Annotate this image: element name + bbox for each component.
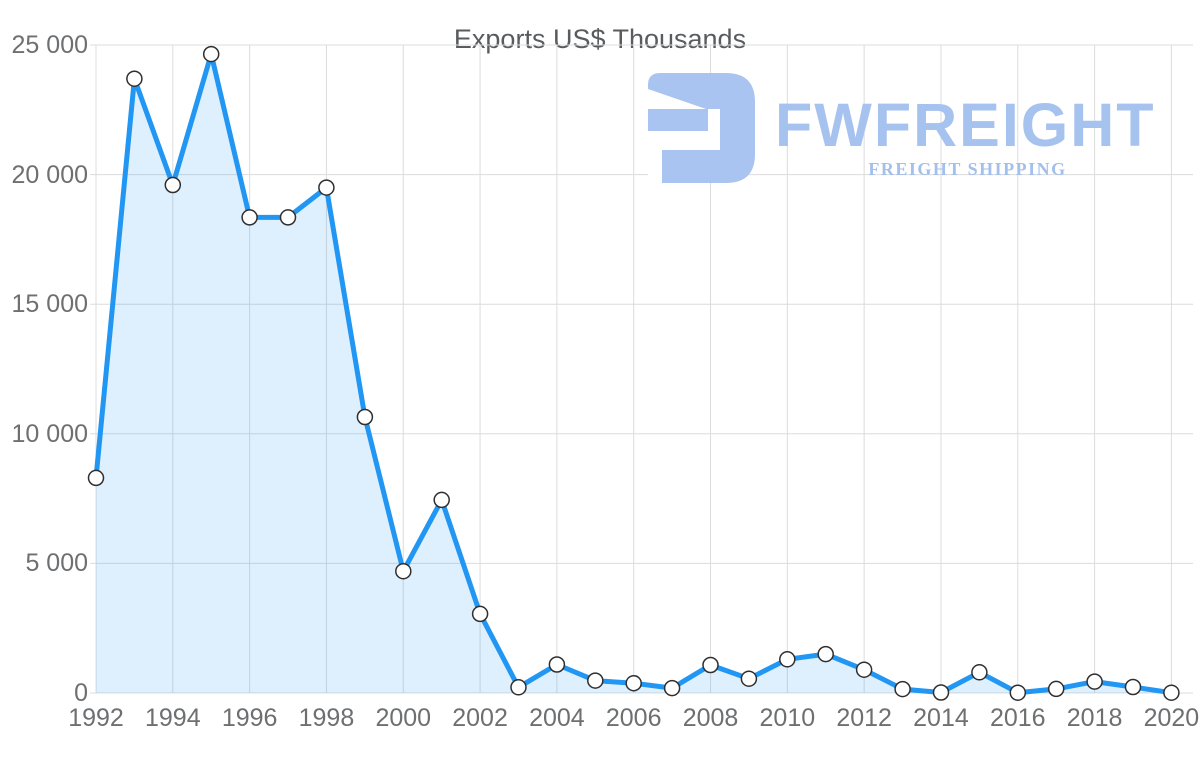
x-tick-label: 2002	[452, 704, 508, 732]
x-tick-label: 1992	[68, 704, 124, 732]
x-tick-label: 2006	[605, 704, 662, 732]
y-tick-label: 5 000	[25, 549, 88, 578]
data-point-marker	[87, 469, 105, 487]
data-point-marker	[279, 209, 297, 226]
data-point-marker	[587, 672, 604, 689]
y-tick-label: 0	[74, 679, 88, 707]
data-point-marker	[740, 670, 758, 687]
data-point-marker	[202, 45, 220, 63]
data-point-marker	[395, 562, 412, 580]
x-tick-label: 2010	[759, 704, 816, 732]
data-point-marker	[779, 651, 796, 668]
series-area	[96, 54, 1172, 694]
x-tick-label: 2014	[913, 704, 969, 732]
data-point-marker	[126, 70, 143, 87]
data-point-marker	[894, 680, 911, 698]
data-point-marker	[702, 656, 719, 674]
data-point-marker	[855, 661, 873, 678]
x-tick-label: 2004	[529, 704, 585, 732]
data-point-marker	[663, 679, 681, 697]
x-tick-label: 1994	[145, 704, 201, 732]
logo-tagline: FREIGHT SHIPPING	[868, 159, 1067, 179]
data-point-marker	[1163, 684, 1180, 701]
logo-watermark: FWFREIGHT FREIGHT SHIPPING	[648, 73, 1168, 185]
x-tick-label: 2000	[375, 704, 432, 732]
data-point-marker	[548, 656, 566, 673]
x-tick-label: 2016	[989, 704, 1046, 732]
data-point-marker	[471, 605, 489, 623]
logo-text: FWFREIGHT	[775, 91, 1156, 159]
x-tick-label: 1998	[298, 704, 355, 732]
chart-title: Exports US$ Thousands	[453, 24, 747, 55]
x-tick-label: 2018	[1066, 704, 1123, 732]
x-tick-label: 1996	[221, 704, 278, 732]
data-point-marker	[817, 645, 834, 663]
y-tick-label: 10 000	[11, 419, 88, 448]
y-tick-label: 25 000	[11, 31, 88, 59]
y-tick-label: 20 000	[11, 160, 88, 189]
data-point-marker	[356, 408, 374, 426]
x-tick-label: 2008	[682, 704, 739, 732]
data-point-marker	[433, 491, 450, 509]
data-point-marker	[510, 679, 527, 696]
data-point-marker	[1086, 673, 1103, 690]
x-tick-label: 2012	[836, 704, 892, 732]
data-point-marker	[1047, 680, 1065, 698]
data-point-marker	[164, 176, 182, 194]
data-point-marker	[625, 674, 642, 692]
data-point-marker	[318, 179, 335, 196]
data-point-marker	[1124, 678, 1142, 696]
y-tick-label: 15 000	[11, 290, 88, 319]
data-point-marker	[1009, 684, 1027, 701]
data-point-marker	[241, 209, 258, 226]
data-point-marker	[932, 684, 950, 701]
freight-monogram-icon	[648, 73, 755, 183]
x-tick-label: 2020	[1143, 704, 1200, 732]
data-point-marker	[971, 664, 988, 681]
